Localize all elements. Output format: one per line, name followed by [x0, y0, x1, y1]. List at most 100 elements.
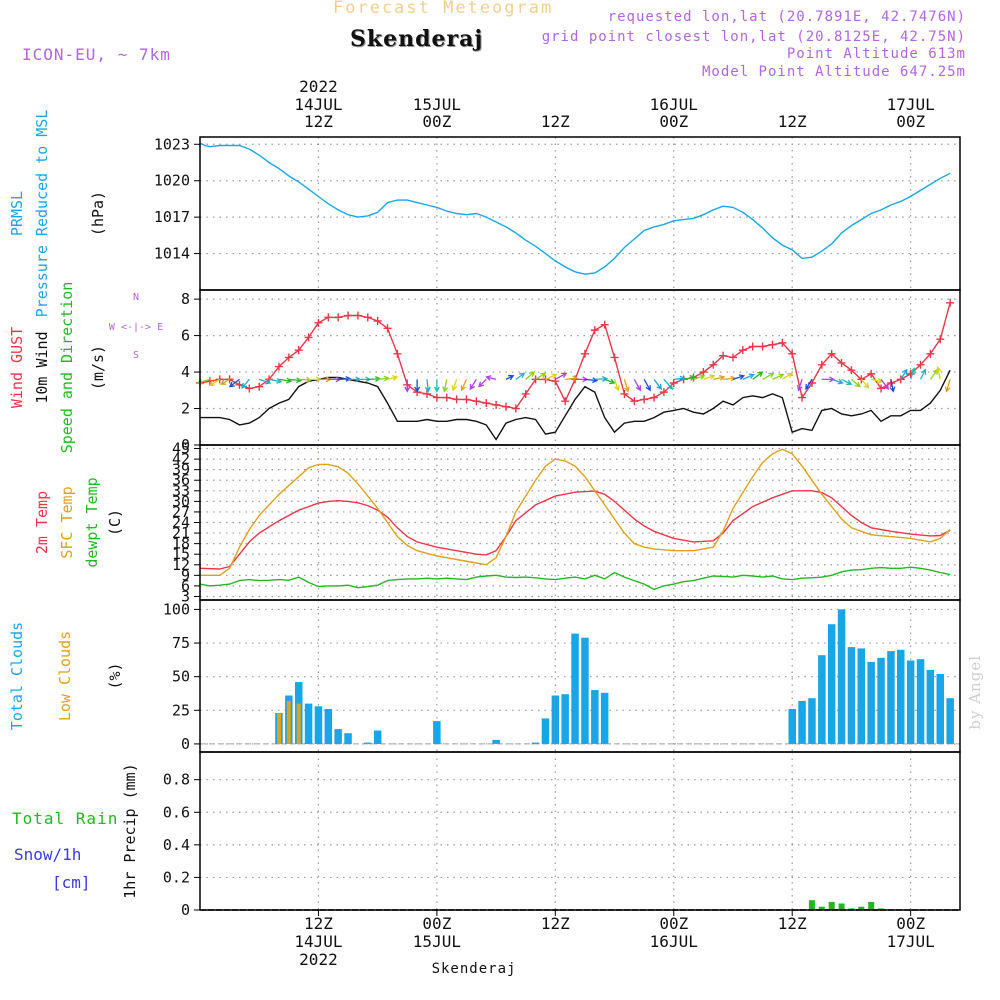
wind-direction-arrow	[935, 366, 942, 380]
bar	[591, 690, 599, 744]
panel-frame	[199, 599, 961, 753]
gust-marker	[432, 393, 441, 402]
model-name: ICON-EU, ~ 7km	[22, 45, 171, 64]
panel-label-clouds: Low Clouds	[56, 631, 74, 721]
wind-direction-arrow	[919, 368, 927, 380]
series-line	[199, 302, 951, 410]
bottom-time-label: 12Z	[304, 914, 333, 933]
compass-south: S	[133, 350, 139, 361]
top-time-label: 00Z	[896, 112, 925, 131]
bar	[926, 669, 935, 744]
y-tick-label: 1014	[154, 245, 190, 263]
panel-label-temp: 2m Temp	[33, 491, 51, 554]
bottom-time-label: 17JUL	[887, 932, 935, 951]
wind-direction-arrow	[268, 378, 283, 384]
gust-marker	[709, 360, 718, 369]
bottom-time-label: 00Z	[896, 914, 925, 933]
bar	[600, 692, 609, 744]
y-tick-label: 24	[172, 514, 190, 532]
gust-marker	[788, 349, 797, 358]
y-tick-label: 27	[172, 503, 190, 521]
bar	[364, 742, 372, 744]
panel-pressure: 1014 1017 1020 1023	[154, 135, 961, 291]
y-tick-label: 33	[172, 482, 190, 500]
gust-marker	[383, 324, 392, 333]
top-time-label: 00Z	[659, 112, 688, 131]
gust-marker	[353, 311, 362, 320]
wind-direction-arrow	[683, 374, 696, 381]
wind-direction-arrow	[433, 379, 440, 393]
y-tick-label: 50	[172, 668, 190, 686]
y-tick-label: 9	[181, 566, 190, 584]
gust-marker	[748, 342, 757, 351]
wind-direction-arrow	[515, 372, 526, 380]
gust-marker	[877, 384, 886, 393]
top-time-label: 12Z	[304, 112, 333, 131]
bar	[277, 713, 281, 744]
wind-direction-arrow	[241, 378, 250, 389]
bar	[828, 901, 835, 910]
wind-direction-arrow	[851, 378, 861, 388]
y-tick-label: 0.4	[163, 836, 190, 854]
wind-direction-arrow	[442, 379, 449, 393]
wind-direction-arrow	[414, 379, 421, 393]
top-time-label: 12Z	[778, 112, 807, 131]
bar	[906, 660, 915, 744]
bottom-time-label: 15JUL	[413, 932, 461, 951]
gust-marker	[896, 375, 905, 384]
bar	[897, 649, 905, 744]
y-tick-label: 0	[181, 735, 190, 753]
wind-direction-arrow	[643, 379, 651, 392]
bar	[946, 698, 954, 744]
compass-west-east: W <-|-> E	[109, 322, 163, 333]
bar	[818, 906, 825, 910]
footer-location: Skenderaj	[432, 961, 517, 977]
wind-direction-arrow	[796, 379, 803, 392]
point-altitude: Point Altitude 613m	[786, 46, 966, 62]
y-tick-label: 6	[181, 577, 190, 595]
legend-snow: Snow/1h	[14, 845, 81, 864]
gust-marker	[719, 351, 728, 360]
bottom-time-label: 00Z	[659, 914, 688, 933]
gust-marker	[610, 353, 619, 362]
bar	[304, 703, 313, 744]
bar	[561, 694, 569, 744]
wind-direction-arrow	[860, 378, 870, 389]
bar	[324, 709, 333, 744]
gust-marker	[482, 399, 491, 408]
bar	[838, 903, 845, 910]
y-tick-label: 0	[181, 901, 190, 919]
y-tick-label: 100	[163, 600, 190, 618]
legend-total-rain: Total Rain	[12, 809, 118, 828]
panel-label-wind: Wind GUST	[8, 327, 26, 408]
y-tick-label: 1023	[154, 135, 190, 153]
gust-marker	[580, 349, 589, 358]
gust-marker	[650, 393, 659, 402]
bar	[808, 698, 816, 744]
panel-label-wind: 10m Wind	[33, 331, 51, 403]
bar	[296, 703, 301, 744]
bar	[344, 733, 352, 744]
series-line	[200, 448, 951, 576]
gust-marker	[492, 400, 501, 409]
wind-direction-arrow	[278, 377, 293, 384]
gust-marker	[561, 397, 570, 406]
model-point-altitude: Model Point Altitude 647.25m	[701, 64, 966, 80]
wind-direction-arrow	[613, 379, 620, 392]
gust-marker	[363, 313, 372, 322]
y-tick-label: 75	[172, 634, 190, 652]
y-tick-label: 0.8	[163, 771, 190, 789]
panel-unit-temp: (C)	[106, 509, 124, 536]
gust-marker	[245, 384, 254, 393]
panel-wind: 0 2 4 6 8	[181, 289, 961, 454]
bar	[868, 901, 875, 910]
wind-direction-arrow	[584, 377, 599, 384]
gust-marker	[768, 340, 777, 349]
top-time-label: 00Z	[422, 112, 451, 131]
y-tick-label: 6	[181, 327, 190, 345]
bar	[858, 906, 865, 910]
panel-clouds: 0 25 50 75 100	[163, 599, 961, 753]
y-tick-label: 0	[181, 436, 190, 454]
gust-marker	[758, 342, 767, 351]
gust-marker	[778, 338, 787, 347]
